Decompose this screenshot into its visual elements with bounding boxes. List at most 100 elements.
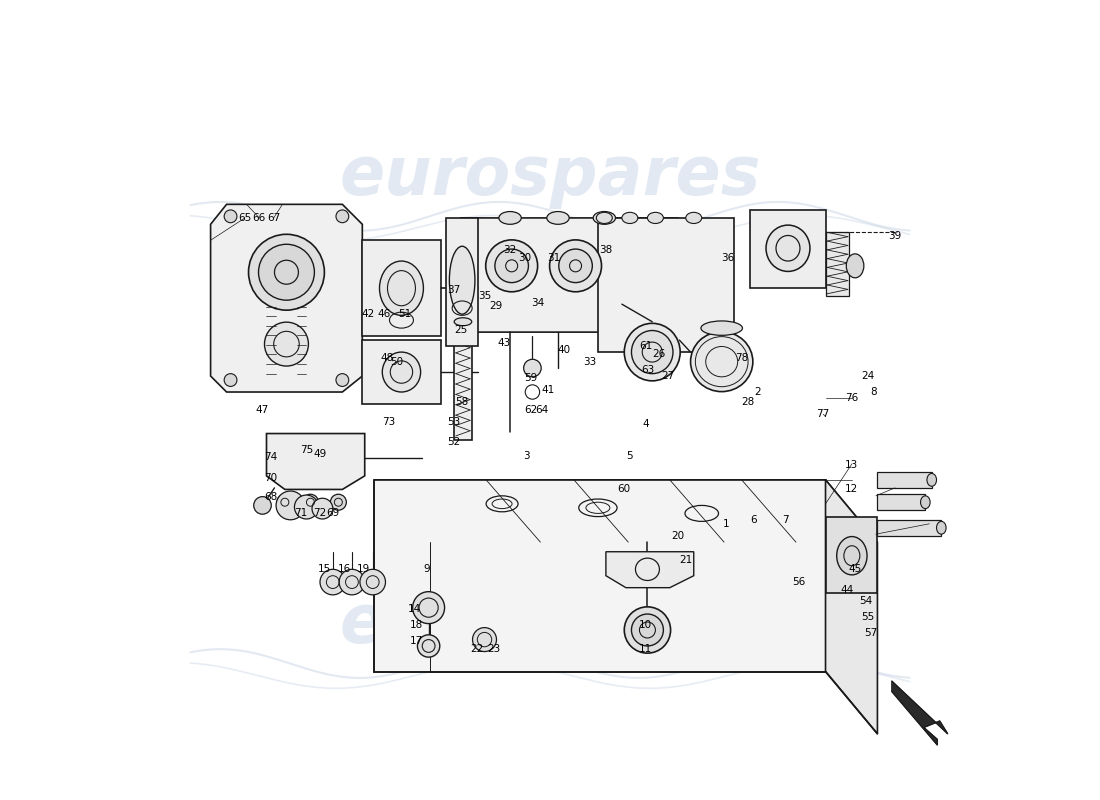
Text: 12: 12 xyxy=(845,485,858,494)
Polygon shape xyxy=(374,480,878,542)
Text: 19: 19 xyxy=(358,564,371,574)
Ellipse shape xyxy=(495,249,528,282)
Ellipse shape xyxy=(330,494,346,510)
Bar xyxy=(825,518,878,594)
Ellipse shape xyxy=(336,210,349,222)
Ellipse shape xyxy=(691,332,752,392)
Polygon shape xyxy=(266,434,365,490)
Ellipse shape xyxy=(254,497,272,514)
Text: 26: 26 xyxy=(652,349,666,358)
Text: 52: 52 xyxy=(448,437,461,446)
Text: 54: 54 xyxy=(859,596,872,606)
Ellipse shape xyxy=(596,212,613,223)
Ellipse shape xyxy=(277,494,293,510)
Text: 27: 27 xyxy=(661,371,674,381)
Text: 21: 21 xyxy=(679,554,692,565)
Ellipse shape xyxy=(450,246,475,314)
Ellipse shape xyxy=(559,249,592,282)
Text: eurospares: eurospares xyxy=(339,143,761,210)
Text: 36: 36 xyxy=(720,253,734,263)
Text: 35: 35 xyxy=(477,291,491,301)
Ellipse shape xyxy=(631,330,673,374)
Text: 7: 7 xyxy=(782,514,789,525)
Ellipse shape xyxy=(593,211,616,224)
Text: 65: 65 xyxy=(239,213,252,223)
Text: 28: 28 xyxy=(741,397,755,406)
Text: 34: 34 xyxy=(531,298,544,307)
Ellipse shape xyxy=(379,261,424,315)
Ellipse shape xyxy=(927,474,936,486)
Ellipse shape xyxy=(295,495,318,519)
Text: 78: 78 xyxy=(735,354,748,363)
Text: 62: 62 xyxy=(525,405,538,414)
Text: 43: 43 xyxy=(497,338,510,347)
Text: 30: 30 xyxy=(518,253,531,263)
Ellipse shape xyxy=(417,634,440,657)
Ellipse shape xyxy=(249,234,324,310)
Text: 16: 16 xyxy=(338,564,351,574)
Polygon shape xyxy=(825,480,878,734)
Text: 63: 63 xyxy=(641,365,654,374)
Bar xyxy=(447,218,478,346)
Ellipse shape xyxy=(336,374,349,386)
Text: 25: 25 xyxy=(454,325,467,334)
Text: 47: 47 xyxy=(256,405,270,414)
Text: 15: 15 xyxy=(318,564,331,574)
Text: 66: 66 xyxy=(253,213,266,223)
Text: 29: 29 xyxy=(490,301,503,310)
Polygon shape xyxy=(606,552,694,588)
Ellipse shape xyxy=(550,240,602,292)
Ellipse shape xyxy=(547,211,569,224)
Text: eurospares: eurospares xyxy=(339,590,761,657)
Text: 49: 49 xyxy=(314,450,327,459)
Ellipse shape xyxy=(302,494,318,510)
Text: 13: 13 xyxy=(845,461,858,470)
Ellipse shape xyxy=(936,522,946,534)
Ellipse shape xyxy=(766,225,810,271)
Text: 59: 59 xyxy=(525,373,538,382)
Text: 17: 17 xyxy=(410,636,424,646)
Ellipse shape xyxy=(276,491,305,520)
Text: 39: 39 xyxy=(889,231,902,242)
Text: 2: 2 xyxy=(755,387,761,397)
Ellipse shape xyxy=(360,570,385,595)
Ellipse shape xyxy=(224,210,236,222)
Ellipse shape xyxy=(524,359,541,377)
Text: 33: 33 xyxy=(583,357,596,366)
Ellipse shape xyxy=(921,496,931,509)
Ellipse shape xyxy=(499,211,521,224)
Polygon shape xyxy=(461,218,684,332)
Ellipse shape xyxy=(701,321,743,335)
Text: 61: 61 xyxy=(639,341,652,350)
Text: 31: 31 xyxy=(548,253,561,263)
Text: 18: 18 xyxy=(410,620,424,630)
Text: 51: 51 xyxy=(398,309,411,318)
Text: 53: 53 xyxy=(448,418,461,427)
Ellipse shape xyxy=(264,322,308,366)
Bar xyxy=(598,218,734,352)
Ellipse shape xyxy=(486,240,538,292)
Bar xyxy=(878,494,925,510)
Text: 22: 22 xyxy=(470,644,483,654)
Text: 71: 71 xyxy=(294,509,308,518)
Text: 69: 69 xyxy=(327,509,340,518)
Text: 72: 72 xyxy=(314,509,327,518)
Bar xyxy=(750,210,825,288)
Bar xyxy=(362,240,441,336)
Ellipse shape xyxy=(473,628,496,651)
Text: 38: 38 xyxy=(600,245,613,255)
Text: 40: 40 xyxy=(558,346,571,355)
Ellipse shape xyxy=(383,352,420,392)
Bar xyxy=(362,340,441,404)
Text: 20: 20 xyxy=(671,530,684,541)
Text: 70: 70 xyxy=(264,474,277,483)
Ellipse shape xyxy=(648,212,663,223)
Text: 32: 32 xyxy=(504,245,517,255)
Text: 10: 10 xyxy=(639,620,652,630)
Text: 23: 23 xyxy=(487,644,500,654)
Text: 48: 48 xyxy=(381,354,394,363)
Text: 41: 41 xyxy=(542,386,556,395)
Polygon shape xyxy=(892,681,948,745)
Ellipse shape xyxy=(454,318,472,326)
Text: 64: 64 xyxy=(536,405,549,414)
